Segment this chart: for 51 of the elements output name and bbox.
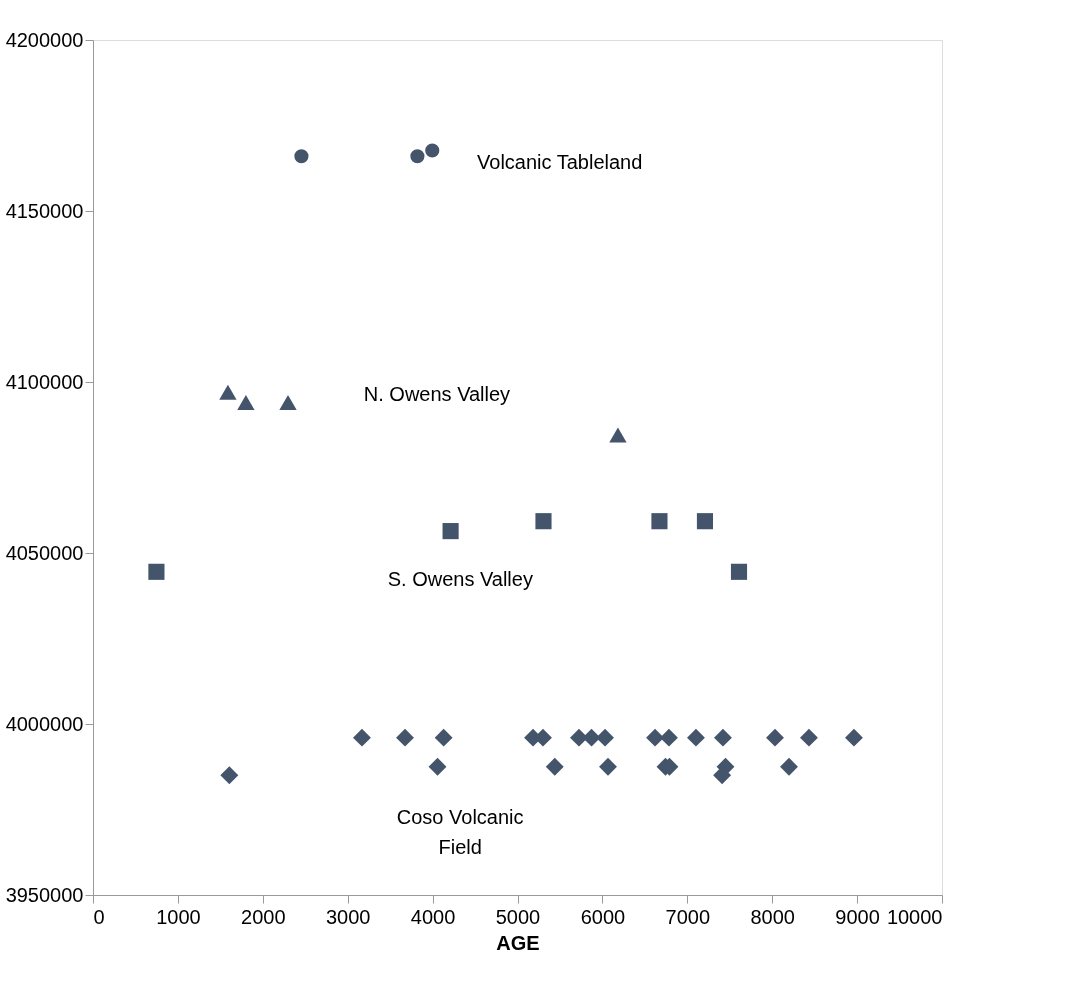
point <box>596 728 614 747</box>
point <box>800 728 818 747</box>
x-tick-label: 2000 <box>241 905 286 928</box>
point <box>660 728 678 747</box>
point <box>442 523 459 540</box>
point <box>780 757 798 776</box>
point <box>730 563 748 580</box>
point <box>237 395 255 411</box>
point <box>646 728 664 747</box>
point <box>294 149 309 164</box>
x-tick-label: 6000 <box>580 905 626 928</box>
x-tick-label: 4000 <box>410 905 456 928</box>
x-axis-title: AGE <box>496 931 540 954</box>
x-tick-label: 0 <box>93 905 105 928</box>
point <box>425 143 440 158</box>
point <box>353 728 371 747</box>
x-tick-label: 5000 <box>495 905 541 928</box>
x-tick-label: 9000 <box>835 905 880 928</box>
y-tick-label: 4200000 <box>5 28 84 51</box>
point <box>220 766 239 785</box>
y-tick-label: 4150000 <box>5 199 84 222</box>
y-tick-label: 4100000 <box>5 370 84 393</box>
x-tick-label: 7000 <box>665 905 711 928</box>
point <box>599 757 617 776</box>
x-tick-label: 3000 <box>325 905 371 928</box>
point <box>148 563 165 580</box>
point <box>396 728 414 747</box>
point <box>279 395 297 411</box>
point <box>434 728 453 747</box>
point <box>535 513 552 530</box>
y-tick-label: 4000000 <box>5 712 84 735</box>
annotation: S. Owens Valley <box>387 567 533 590</box>
point <box>687 728 705 747</box>
point <box>410 149 425 164</box>
point <box>766 728 784 747</box>
x-tick-label: 1000 <box>156 905 201 928</box>
point <box>545 757 564 776</box>
point <box>651 513 668 530</box>
annotation: Volcanic Tableland <box>477 151 643 174</box>
y-tick-label: 4050000 <box>5 541 84 564</box>
x-tick-label: 8000 <box>750 905 795 928</box>
annotation: N. Owens Valley <box>363 383 511 406</box>
point <box>845 728 863 747</box>
point <box>714 728 732 747</box>
annotation: Coso Volcanic Field <box>396 806 524 859</box>
x-tick-label: 10000 <box>886 905 943 928</box>
point <box>609 427 627 443</box>
y-tick-label: 3950000 <box>5 883 84 906</box>
point <box>428 757 447 776</box>
point <box>219 384 237 400</box>
point <box>696 513 714 530</box>
